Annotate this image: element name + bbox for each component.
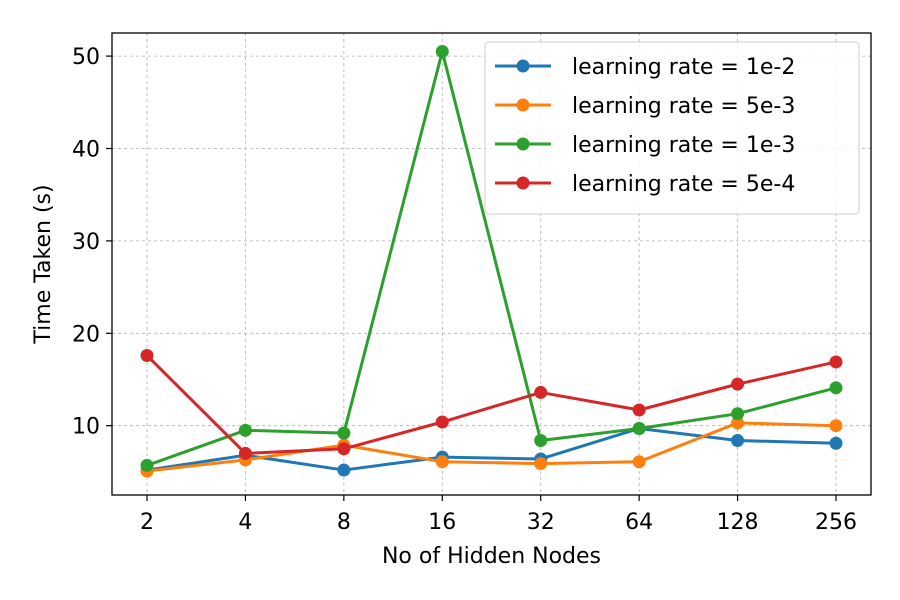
x-tick-label: 16 [428,510,456,535]
data-point [238,423,252,437]
data-point [534,385,548,399]
legend-marker [516,98,530,112]
data-point [829,419,843,433]
data-point [435,455,449,469]
y-tick-label: 10 [72,415,100,440]
data-point [632,421,646,435]
x-tick-label: 8 [337,510,351,535]
x-tick-label: 256 [815,510,857,535]
data-point [632,403,646,417]
data-point [534,433,548,447]
legend-label: learning rate = 5e-3 [572,94,795,119]
axis-ticks: 2 4 8 16 32 64 128 256 10 20 30 40 50 [72,45,857,535]
x-tick-label: 128 [717,510,759,535]
series-line [146,421,837,473]
series-line [146,49,837,467]
legend-item: learning rate = 5e-3 [495,94,795,119]
x-tick-label: 2 [140,510,154,535]
data-point [337,442,351,456]
data-point [435,415,449,429]
legend-marker [516,137,530,151]
data-point [829,436,843,450]
data-point [731,433,745,447]
x-tick-label: 64 [625,510,653,535]
series-3 [140,348,843,460]
data-point [337,426,351,440]
data-point [632,455,646,469]
legend-marker [516,59,530,73]
y-tick-label: 50 [72,45,100,70]
x-axis-label: No of Hidden Nodes [382,544,601,569]
data-point [731,407,745,421]
legend-item: learning rate = 1e-2 [495,55,795,80]
series-line [145,354,837,455]
legend-item: learning rate = 1e-3 [495,133,795,158]
data-point [829,355,843,369]
legend-label: learning rate = 1e-2 [572,55,795,80]
plot-frame [111,32,872,496]
x-tick-label: 4 [238,510,252,535]
x-tick-label: 32 [527,510,555,535]
y-tick-label: 20 [72,322,100,347]
data-point [829,381,843,395]
y-tick-label: 40 [72,138,100,163]
legend-item: learning rate = 5e-4 [495,172,795,197]
y-axis-label: Time Taken (s) [31,184,56,344]
data-point [534,457,548,471]
series-lines [140,44,843,478]
legend: learning rate = 1e-2 learning rate = 5e-3… [484,41,860,215]
data-point [337,463,351,477]
legend-label: learning rate = 1e-3 [572,133,795,158]
legend-marker [516,176,530,190]
legend-box [484,41,860,215]
y-tick-label: 30 [72,230,100,255]
data-point [731,377,745,391]
series-2 [140,44,843,472]
data-point [140,458,154,472]
data-point [140,348,154,362]
data-point [435,44,449,58]
legend-label: learning rate = 5e-4 [572,172,795,197]
data-point [238,446,252,460]
data-point [731,416,745,430]
